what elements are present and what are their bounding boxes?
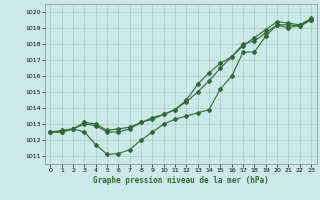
X-axis label: Graphe pression niveau de la mer (hPa): Graphe pression niveau de la mer (hPa) bbox=[93, 176, 269, 185]
